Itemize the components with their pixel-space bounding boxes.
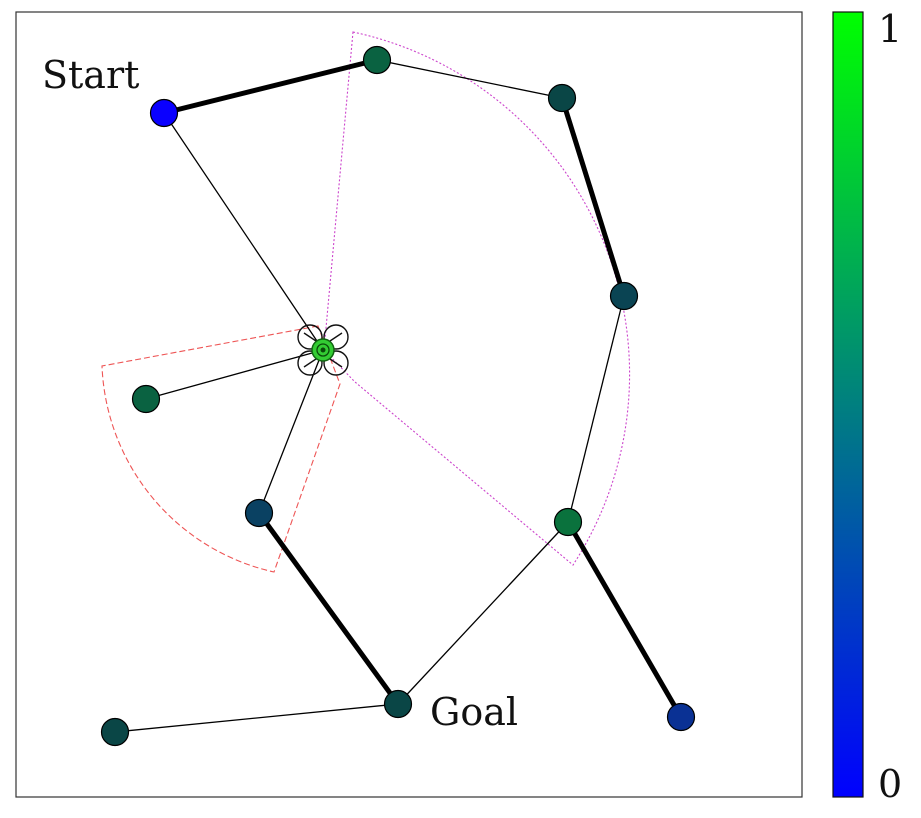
node-n-right-lower (553, 507, 583, 537)
nodes-layer (100, 45, 696, 747)
edge-drone-n-left (145, 349, 324, 400)
edges-layer (114, 57, 684, 733)
node-n-bottom-right (666, 702, 696, 732)
sensor-fov-small (101, 325, 341, 573)
edge-drone-n-left-lower (258, 349, 324, 514)
node-n-left (131, 384, 161, 414)
plot-frame (15, 11, 803, 798)
edge-n-left-lower-goal (256, 511, 401, 706)
node-n-left-lower (244, 498, 274, 528)
edge-n-right-lower-n-bottom-right (565, 520, 684, 719)
node-n-right-upper (547, 83, 577, 113)
edge-goal-n-bottom-left (114, 703, 399, 733)
node-goal (383, 689, 413, 719)
edge-n-right-upper-n-right-middle (559, 97, 627, 297)
node-n-bottom-left (100, 717, 130, 747)
edge-n-right-middle-n-right-lower (567, 295, 625, 523)
colorbar-max-label: 1 (878, 7, 902, 51)
sensor-fov-large (323, 31, 631, 566)
edge-n-top-n-right-upper (376, 59, 563, 99)
edge-start-drone (163, 112, 324, 351)
edge-start-n-top (163, 57, 378, 116)
drone-icon (297, 324, 349, 376)
node-n-top (362, 45, 392, 75)
node-n-right-middle (609, 281, 639, 311)
edge-n-right-lower-goal (397, 521, 569, 705)
colorbar (832, 11, 864, 798)
colorbar-min-label: 0 (878, 762, 902, 806)
node-start (149, 98, 179, 128)
goal-label: Goal (430, 690, 518, 734)
start-label: Start (42, 53, 139, 97)
